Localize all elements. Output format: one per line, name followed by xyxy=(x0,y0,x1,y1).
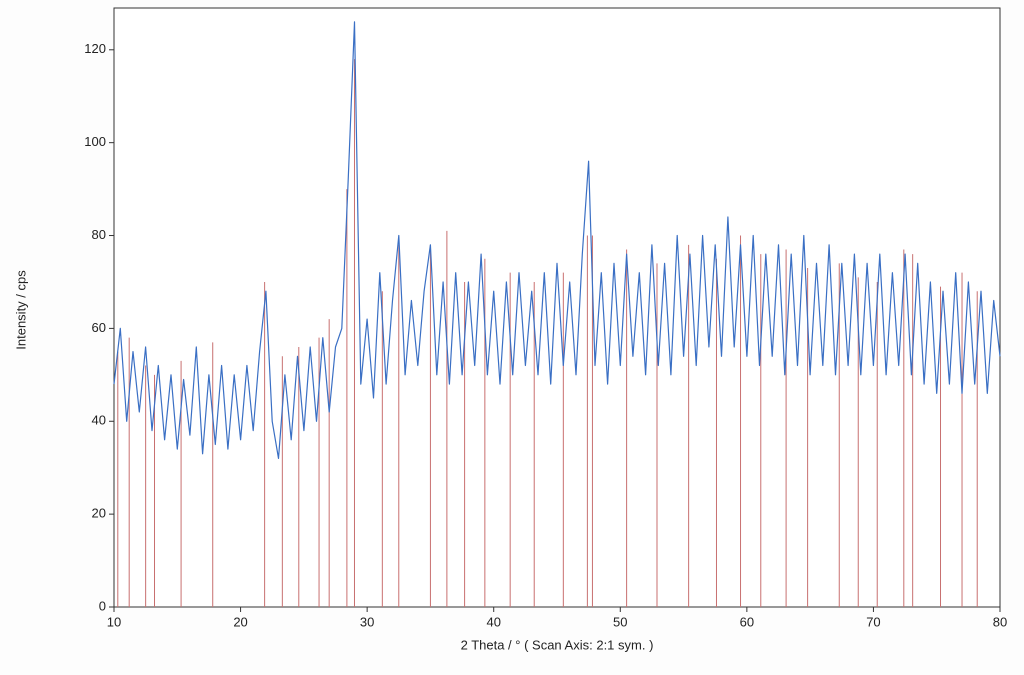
x-tick-label: 50 xyxy=(613,614,627,629)
x-tick-label: 40 xyxy=(486,614,500,629)
y-tick-label: 120 xyxy=(84,41,106,56)
x-tick-label: 10 xyxy=(107,614,121,629)
x-tick-label: 80 xyxy=(993,614,1007,629)
x-tick-label: 60 xyxy=(740,614,754,629)
y-tick-label: 100 xyxy=(84,134,106,149)
y-axis-label: Intensity / cps xyxy=(13,270,28,350)
y-tick-label: 20 xyxy=(92,506,106,521)
y-tick-label: 40 xyxy=(92,413,106,428)
y-tick-label: 80 xyxy=(92,227,106,242)
y-tick-label: 60 xyxy=(92,320,106,335)
x-tick-label: 30 xyxy=(360,614,374,629)
x-tick-label: 70 xyxy=(866,614,880,629)
plot-frame xyxy=(113,7,1001,608)
x-tick-label: 20 xyxy=(233,614,247,629)
data-line xyxy=(113,21,1001,459)
x-axis-label: 2 Theta / ° ( Scan Axis: 2:1 sym. ) xyxy=(461,637,654,652)
y-tick-label: 0 xyxy=(99,598,106,613)
